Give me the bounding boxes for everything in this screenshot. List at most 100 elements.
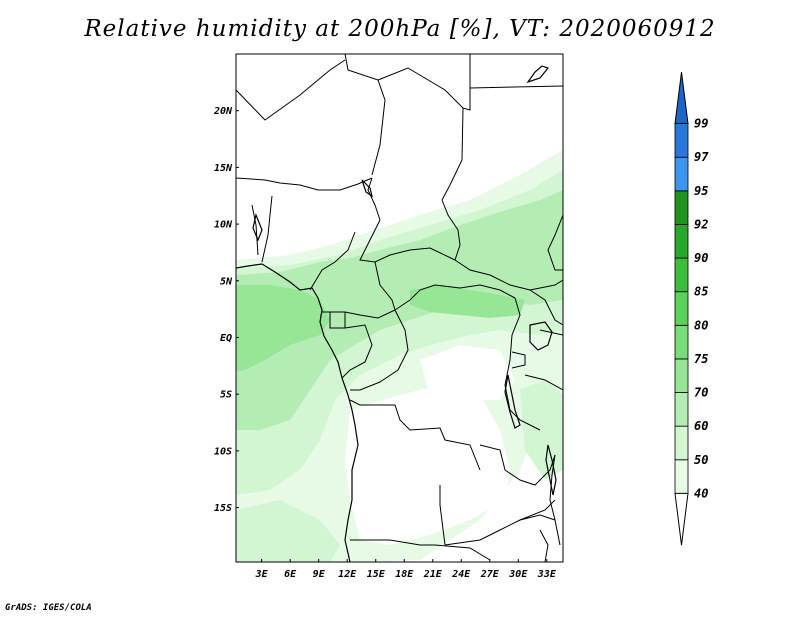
border-mozambique xyxy=(519,514,556,521)
lat-label-10n: 10N xyxy=(214,220,233,231)
border-sudan-south xyxy=(454,259,563,291)
dry-zone-congo xyxy=(420,345,515,400)
border-cameroon-car xyxy=(374,261,396,311)
colorbar-segment xyxy=(674,358,689,393)
colorbar-segment xyxy=(674,324,689,360)
colorbar-label-99: 99 xyxy=(694,117,708,131)
colorbar: 40 50 60 70 75 80 85 90 92 95 97 99 xyxy=(674,71,709,546)
border-eq-guinea xyxy=(329,312,346,329)
humidity-zone-core-east xyxy=(410,285,525,318)
border-egypt-sudan xyxy=(441,54,471,201)
lon-label-30e: 30E xyxy=(508,569,528,580)
latitude-axis: 20N 15N 10N 5N EQ 5S 10S 15S xyxy=(213,106,239,514)
border-zambia-zimbabwe xyxy=(444,499,556,546)
colorbar-label-75: 75 xyxy=(694,352,708,366)
lat-label-15n: 15N xyxy=(214,163,233,174)
colorbar-segment xyxy=(674,257,689,293)
colorbar-segment xyxy=(674,459,689,494)
colorbar-segment xyxy=(674,425,689,461)
colorbar-segment xyxy=(674,123,689,158)
border-angola-zambia xyxy=(439,485,446,546)
colorbar-label-97: 97 xyxy=(694,150,709,164)
colorbar-label-95: 95 xyxy=(694,184,708,198)
border-namibia-botswana xyxy=(434,544,491,561)
country-boundaries xyxy=(236,54,563,562)
border-zimbabwe xyxy=(539,529,549,562)
colorbar-bottom-arrow xyxy=(674,492,689,546)
lat-label-5s: 5S xyxy=(220,390,232,401)
lat-label-20n: 20N xyxy=(213,106,233,117)
lon-label-15e: 15E xyxy=(367,569,386,580)
grads-credit: GrADS: IGES/COLA xyxy=(5,603,92,613)
border-angola-namibia xyxy=(350,539,435,546)
border-rwanda-burundi xyxy=(511,351,526,369)
colorbar-label-50: 50 xyxy=(694,453,708,467)
humidity-zone-core xyxy=(236,285,330,372)
colorbar-label-40: 40 xyxy=(694,486,708,500)
lon-label-3e: 3E xyxy=(255,569,269,580)
chart-title: Relative humidity at 200hPa [%], VT: 202… xyxy=(84,16,716,42)
border-libya-egypt xyxy=(377,67,464,109)
longitude-axis: 3E 6E 9E 12E 15E 18E 21E 24E 27E 30E 33E xyxy=(255,559,557,580)
colorbar-segment xyxy=(674,156,689,192)
coast-lake-chad xyxy=(361,179,373,198)
colorbar-top-arrow xyxy=(674,71,689,125)
colorbar-label-90: 90 xyxy=(694,251,708,265)
border-togo-ghana xyxy=(251,204,259,256)
border-chad-car xyxy=(359,219,456,263)
border-chad-sudan xyxy=(441,199,461,261)
lon-label-21e: 21E xyxy=(423,569,443,580)
lat-label-15s: 15S xyxy=(214,503,232,514)
lat-label-10s: 10S xyxy=(214,446,232,457)
border-sudan-ethiopia xyxy=(547,214,563,271)
colorbar-label-70: 70 xyxy=(694,386,708,400)
lon-label-6e: 6E xyxy=(284,569,297,580)
border-drc-zambia xyxy=(479,444,556,486)
colorbar-label-60: 60 xyxy=(694,419,708,433)
lat-label-5n: 5N xyxy=(220,276,233,287)
border-drc-angola xyxy=(349,399,481,471)
colorbar-segment xyxy=(674,224,689,259)
colorbar-segment xyxy=(674,291,689,326)
colorbar-segment xyxy=(674,190,689,225)
lat-label-eq: EQ xyxy=(220,333,232,344)
humidity-field xyxy=(236,54,563,562)
border-tanzania-south xyxy=(524,374,563,391)
coast-lake-tanganyika xyxy=(504,374,521,429)
border-algeria-mali xyxy=(236,59,346,121)
border-cameroon-gabon xyxy=(322,309,396,319)
border-niger-nigeria xyxy=(236,177,373,191)
colorbar-label-85: 85 xyxy=(694,285,708,299)
lon-label-24e: 24E xyxy=(451,569,471,580)
lon-label-27e: 27E xyxy=(480,569,500,580)
humidity-zone-east-patch xyxy=(480,205,563,265)
colorbar-label-80: 80 xyxy=(694,318,708,332)
coast-lake-volta xyxy=(252,212,263,242)
lon-label-9e: 9E xyxy=(313,569,326,580)
humidity-zone-sw-patch xyxy=(236,500,340,562)
humidity-zone-band xyxy=(236,190,563,430)
border-egypt-sudan-east xyxy=(469,85,563,89)
border-congo-drc xyxy=(350,309,409,391)
border-car-drc xyxy=(394,284,516,311)
coast-lake-malawi xyxy=(545,444,557,496)
colorbar-segment xyxy=(674,392,689,427)
border-gabon-congo xyxy=(341,324,373,379)
coastlines xyxy=(236,65,557,562)
humidity-zone-se-patch xyxy=(520,380,563,480)
coast-lake-victoria xyxy=(529,321,553,351)
coast-gulf-of-guinea xyxy=(236,263,359,562)
border-malawi xyxy=(549,454,561,546)
border-benin-nigeria xyxy=(261,195,273,263)
border-uganda-kenya xyxy=(529,289,563,326)
border-nigeria-cameroon xyxy=(309,231,356,291)
coast-red-sea-island xyxy=(526,65,550,84)
dry-zone-north xyxy=(236,54,563,248)
lon-label-12e: 12E xyxy=(338,569,357,580)
dry-zone-angola xyxy=(345,385,510,545)
colorbar-label-92: 92 xyxy=(694,217,708,231)
lon-label-33e: 33E xyxy=(537,569,557,580)
map-frame xyxy=(235,53,564,563)
lon-label-18e: 18E xyxy=(395,569,414,580)
